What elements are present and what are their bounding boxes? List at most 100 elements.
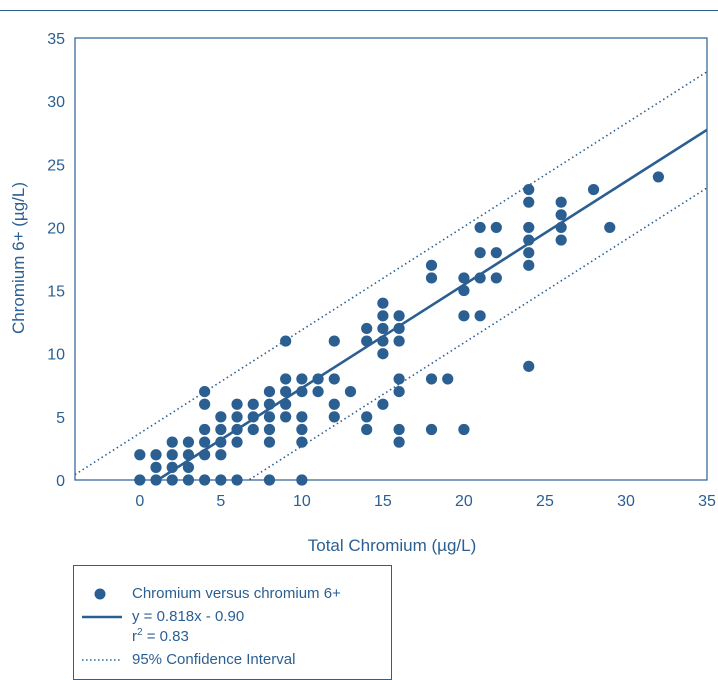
data-point: [134, 449, 146, 461]
data-point: [393, 436, 405, 448]
data-point: [247, 411, 259, 423]
data-point: [199, 436, 211, 448]
data-point: [523, 247, 535, 259]
data-point: [231, 436, 243, 448]
data-point: [182, 474, 195, 486]
data-point: [442, 373, 454, 385]
data-point: [199, 449, 211, 461]
data-point: [280, 386, 292, 398]
data-point: [263, 474, 276, 486]
data-point: [280, 398, 292, 410]
y-tick-label: 15: [47, 284, 65, 301]
legend-label-r2: r2 = 0.83: [132, 627, 189, 646]
data-point: [458, 284, 470, 297]
data-point: [361, 423, 373, 436]
y-tick-label: 30: [47, 94, 65, 111]
data-point: [166, 436, 178, 448]
data-point: [523, 183, 535, 196]
y-tick-label: 0: [56, 473, 65, 490]
data-point: [280, 411, 292, 423]
data-point: [393, 373, 405, 385]
legend-label-confidence: 95% Confidence Interval: [132, 651, 296, 668]
data-point: [231, 423, 243, 436]
regression-line: [156, 128, 707, 480]
upper-confidence-line: [75, 71, 707, 476]
data-point: [263, 423, 276, 436]
x-tick-label: 15: [374, 493, 392, 510]
data-point: [377, 322, 389, 335]
y-tick-label: 25: [47, 157, 65, 174]
data-point: [263, 386, 276, 398]
confidence-interval-lines: [75, 71, 707, 480]
data-point: [215, 436, 227, 448]
data-point: [425, 259, 438, 271]
data-point: [377, 335, 389, 347]
data-point: [555, 209, 567, 221]
data-point: [377, 310, 389, 322]
x-tick-label: 25: [536, 493, 554, 510]
data-point: [150, 474, 162, 486]
y-tick-label: 5: [56, 410, 65, 427]
data-point: [425, 423, 438, 436]
data-point: [393, 322, 405, 335]
legend-label-points: Chromium versus chromium 6+: [132, 585, 341, 602]
data-point: [263, 436, 276, 448]
data-point: [523, 234, 535, 246]
y-tick-label: 10: [47, 347, 65, 364]
data-point: [490, 247, 502, 259]
data-point: [296, 386, 308, 398]
x-tick-label: 10: [293, 493, 311, 510]
data-points: [134, 171, 664, 486]
data-point: [231, 398, 243, 410]
data-point: [458, 423, 470, 436]
plot-border: [74, 37, 708, 481]
data-point: [231, 411, 243, 423]
data-point: [296, 373, 308, 385]
data-point: [215, 411, 227, 423]
data-point: [166, 461, 178, 473]
data-point: [555, 234, 567, 246]
data-point: [263, 398, 276, 410]
data-point: [199, 398, 211, 410]
data-point: [377, 348, 389, 360]
data-point: [166, 474, 178, 486]
data-point: [312, 386, 324, 398]
x-tick-label: 20: [455, 493, 473, 510]
data-point: [555, 221, 567, 234]
legend-label-equation: y = 0.818x - 0.90: [132, 608, 245, 625]
data-point: [393, 423, 405, 436]
data-point: [425, 272, 438, 284]
data-point: [215, 449, 227, 461]
data-point: [361, 322, 373, 335]
data-point: [312, 373, 324, 385]
y-tick-label: 20: [47, 220, 65, 237]
data-point: [199, 423, 211, 436]
data-point: [393, 310, 405, 322]
legend-line-symbol: [82, 615, 122, 619]
data-point: [215, 474, 227, 486]
data-point: [425, 373, 438, 385]
data-point: [296, 423, 308, 436]
data-point: [361, 411, 373, 423]
plot-frame: [74, 37, 708, 481]
regression-line-group: [156, 128, 707, 480]
data-point: [490, 272, 502, 284]
legend-item-points: Chromium versus chromium 6+: [74, 584, 391, 604]
data-point: [523, 196, 535, 208]
data-point: [361, 335, 373, 347]
data-point: [199, 474, 211, 486]
x-axis-ticks: 0 5 10 15 20 25 30 35: [135, 493, 716, 510]
data-point: [199, 386, 211, 398]
data-point: [523, 259, 535, 271]
data-point: [247, 423, 259, 436]
data-point: [280, 373, 292, 385]
data-point: [296, 436, 308, 448]
data-point: [523, 221, 535, 234]
y-axis-label: Chromium 6+ (µg/L): [9, 182, 28, 334]
lower-confidence-line: [247, 187, 707, 480]
x-tick-label: 35: [698, 493, 716, 510]
data-point: [458, 272, 470, 284]
data-point: [296, 411, 308, 423]
legend-item-regression: y = 0.818x - 0.90: [74, 607, 391, 627]
legend: Chromium versus chromium 6+ y = 0.818x -…: [73, 565, 392, 680]
